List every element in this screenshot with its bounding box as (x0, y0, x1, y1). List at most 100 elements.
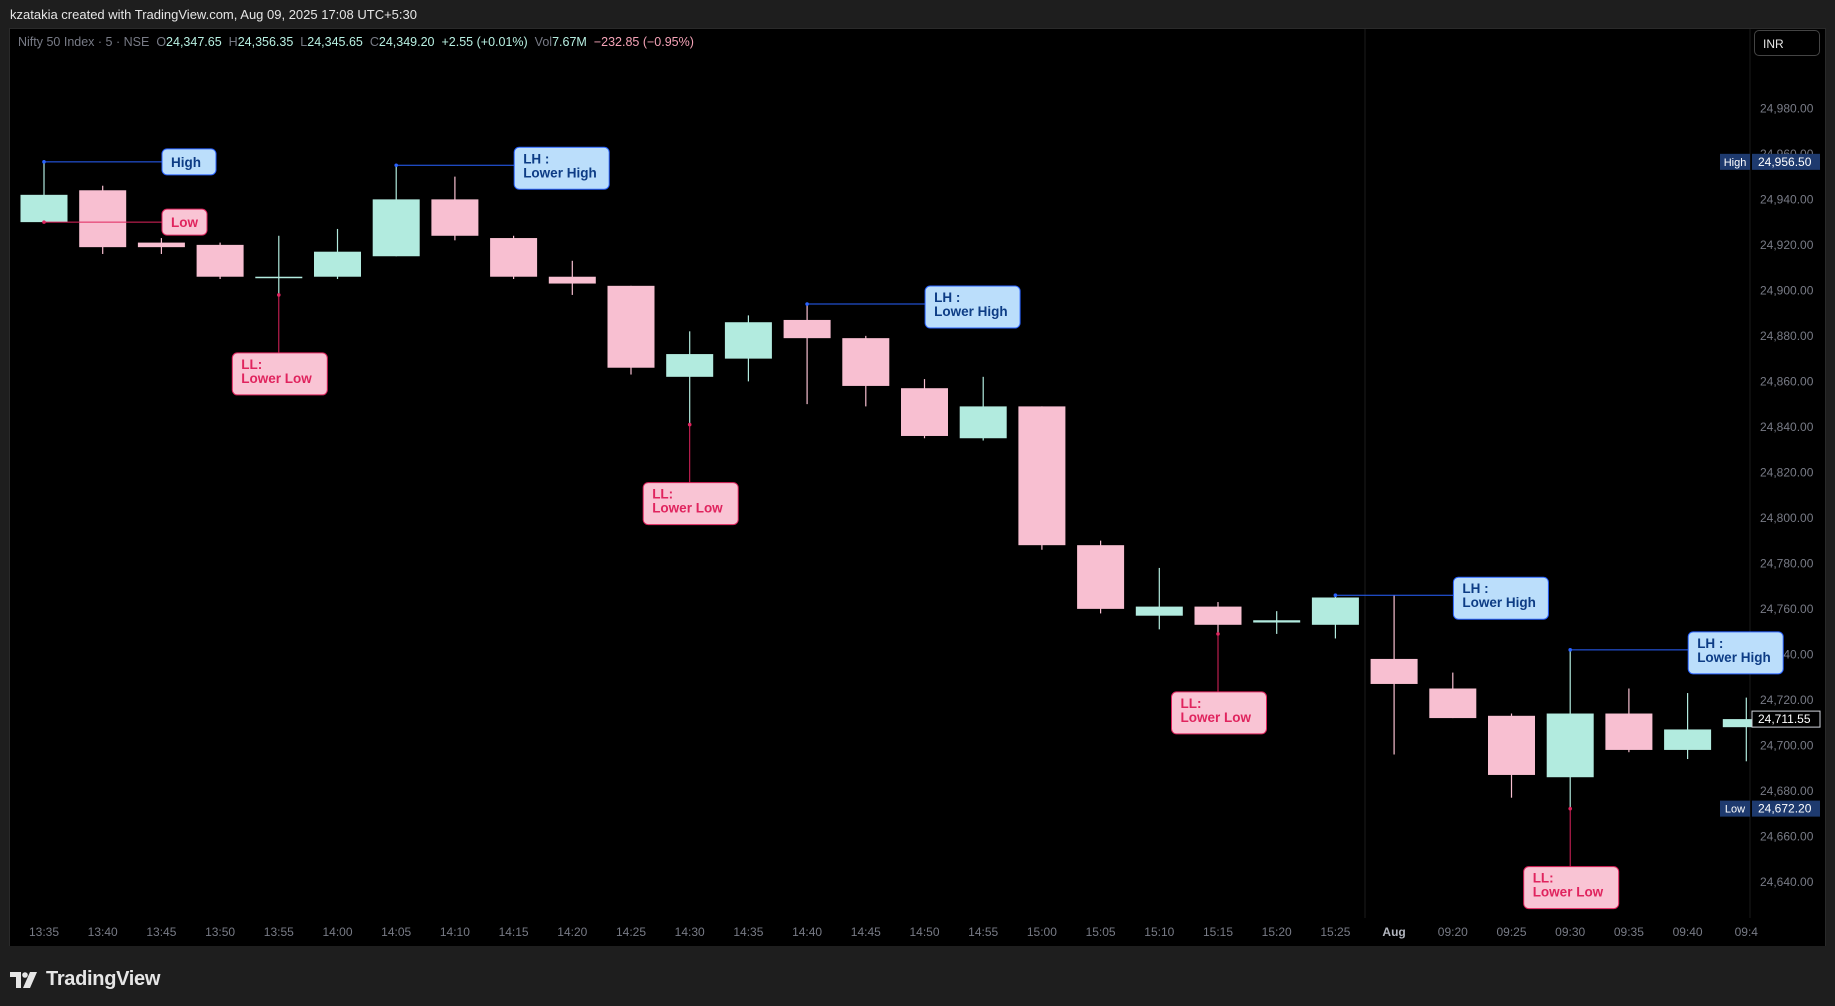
annotation-text: Lower High (1697, 650, 1771, 665)
annotation-anchor-dot (805, 302, 809, 306)
y-tick-label: 24,840.00 (1760, 420, 1814, 434)
candle-body (548, 276, 596, 284)
ohlc-legend: Nifty 50 Index · 5 · NSE O24,347.65 H24,35… (18, 35, 694, 49)
y-tick-label: 24,720.00 (1760, 693, 1814, 707)
price-tag-text: High (1724, 157, 1747, 169)
annotation-text: LL: (652, 487, 673, 502)
x-tick-label: 14:30 (675, 925, 705, 939)
annotation-text: LL: (1533, 871, 1554, 886)
candle-body (1370, 658, 1418, 684)
candle-body (1311, 597, 1359, 625)
lower-high-label: LH :Lower High (513, 146, 610, 190)
y-tick-label: 24,800.00 (1760, 511, 1814, 525)
lower-low-label: LL:Lower Low (642, 482, 739, 526)
annotation-anchor-dot (42, 160, 46, 164)
volume-change-value: −232.85 (−0.95%) (593, 35, 694, 49)
x-tick-label: 15:00 (1027, 925, 1057, 939)
candle-body (1018, 406, 1066, 546)
annotation-box (1687, 631, 1784, 675)
annotation-text: Lower Low (1181, 710, 1252, 725)
lower-high-label: High (161, 148, 217, 176)
change-value: +2.55 (+0.01%) (441, 35, 528, 49)
x-tick-label: 09:35 (1614, 925, 1644, 939)
candle-body (842, 338, 890, 386)
chart-caption-bar: kzatakia created with TradingView.com, A… (0, 0, 1835, 28)
y-tick-label: 24,680.00 (1760, 784, 1814, 798)
x-tick-label: 14:05 (381, 925, 411, 939)
chart-caption: kzatakia created with TradingView.com, A… (10, 7, 417, 22)
tradingview-logo[interactable]: TradingView (10, 968, 160, 991)
y-tick-label: 24,940.00 (1760, 192, 1814, 206)
currency-selector[interactable]: INR (1754, 30, 1820, 56)
annotation-text: Lower High (1462, 595, 1536, 610)
price-value-text: 24,672.20 (1758, 802, 1812, 816)
x-tick-label: 13:50 (205, 925, 235, 939)
price-tag-text: Low (1725, 804, 1745, 816)
candle-body (137, 242, 185, 248)
annotation-anchor-dot (277, 293, 281, 297)
annotation-text: Lower High (523, 165, 597, 180)
lower-high-label: LH :Lower High (1452, 576, 1549, 620)
annotation-box (1171, 691, 1267, 735)
x-tick-label: 09:4 (1735, 925, 1759, 939)
annotation-text: LH : (523, 151, 549, 166)
candle-body (901, 388, 948, 436)
annotation-anchor-dot (1216, 632, 1220, 636)
annotation-box (161, 208, 208, 236)
low-label: L (300, 35, 308, 49)
candle-body (783, 319, 831, 339)
annotation-box (161, 148, 217, 176)
annotation-anchor-dot (394, 163, 399, 168)
x-tick-label: 14:10 (440, 925, 470, 939)
annotation-text: LL: (241, 357, 262, 372)
x-tick-label: 14:15 (499, 925, 529, 939)
annotation-text: Low (171, 215, 198, 230)
y-tick-label: 24,660.00 (1760, 829, 1814, 843)
candle-body (372, 199, 420, 257)
x-tick-label: 15:25 (1320, 925, 1350, 939)
annotation-box (1523, 866, 1620, 910)
annotation-text: High (171, 155, 201, 170)
x-tick-label: 15:15 (1203, 925, 1233, 939)
price-tag-bg (1720, 800, 1750, 817)
symbol-label[interactable]: Nifty 50 Index · 5 · NSE (18, 35, 150, 49)
close-label: C (369, 35, 379, 49)
lower-low-label: Low (161, 208, 208, 236)
candle-body (1429, 688, 1477, 719)
y-tick-label: 24,640.00 (1760, 875, 1814, 889)
x-tick-label: 13:45 (146, 925, 176, 939)
annotation-anchor-dot (42, 220, 46, 224)
annotation-anchor-dot (687, 422, 692, 427)
candle-body (255, 276, 303, 279)
y-tick-label: 24,860.00 (1760, 374, 1814, 388)
x-tick-label: 14:40 (792, 925, 822, 939)
x-tick-label: 09:40 (1673, 925, 1703, 939)
x-tick-label: 09:30 (1555, 925, 1585, 939)
volume-label: Vol (534, 35, 553, 49)
annotation-text: LH : (1462, 581, 1488, 596)
annotation-anchor-dot (1333, 593, 1338, 598)
x-tick-label: 13:55 (264, 925, 294, 939)
annotation-text: Lower Low (1533, 885, 1604, 900)
candle-body (79, 190, 127, 248)
candle-body (607, 285, 655, 368)
x-tick-label: 14:20 (557, 925, 587, 939)
annotation-anchor-dot (1568, 806, 1572, 811)
price-value-bg (1752, 153, 1820, 170)
candle-body (1253, 620, 1301, 623)
candle-body (959, 406, 1007, 439)
low-value: 24,345.65 (307, 35, 363, 49)
price-value-bg (1752, 800, 1820, 817)
candle-body (1664, 729, 1712, 750)
tradingview-logo-icon (10, 971, 37, 988)
candle-body (666, 354, 714, 377)
high-label: H (228, 35, 238, 49)
x-tick-label: 14:35 (733, 925, 763, 939)
y-tick-label: 24,700.00 (1760, 738, 1814, 752)
x-tick-label: 14:55 (968, 925, 998, 939)
x-tick-label: 15:10 (1144, 925, 1174, 939)
chart-pane[interactable] (9, 28, 1826, 948)
candle-body (1077, 545, 1125, 609)
annotation-text: Lower High (934, 304, 1008, 319)
